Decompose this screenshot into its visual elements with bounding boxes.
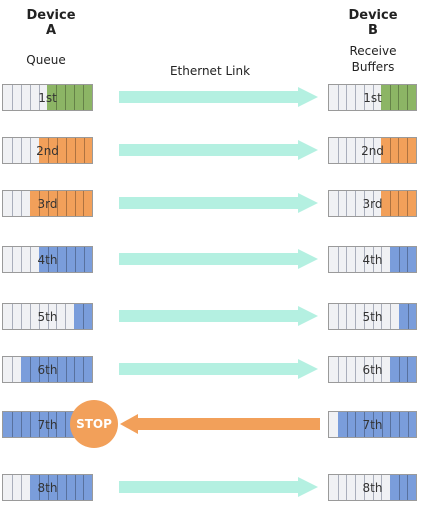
queued-frames	[39, 247, 92, 272]
buffered-frames	[381, 138, 416, 163]
device-b-buffer: 5th	[328, 303, 417, 330]
device-a-queue: 6th	[2, 356, 93, 383]
device-b-buffer: 6th	[328, 356, 417, 383]
device-b-buffer: 3rd	[328, 190, 417, 217]
frame-label: 7th	[362, 417, 383, 432]
frame-label: 4th	[37, 252, 58, 267]
queued-frames	[30, 475, 92, 500]
buffered-frames	[381, 85, 416, 110]
frame-label: 6th	[362, 362, 383, 377]
link-arrow-right	[119, 140, 318, 160]
link-arrow-right	[119, 477, 318, 497]
device-a-queue: 5th	[2, 303, 93, 330]
device-b-buffer: 2nd	[328, 137, 417, 164]
link-arrow-right	[119, 249, 318, 269]
device-a-queue: 3rd	[2, 190, 93, 217]
frame-label: 7th	[37, 417, 58, 432]
queued-frames	[30, 191, 92, 216]
device-b-title-line1: Device	[348, 8, 398, 23]
device-a-title-line2: A	[45, 23, 57, 38]
buffered-frames	[399, 304, 416, 329]
device-a-queue: 2nd	[2, 137, 93, 164]
device-b-buffer: 7th	[328, 411, 417, 438]
device-a-subtitle: Queue	[26, 53, 66, 67]
buffered-frames	[338, 412, 416, 437]
frame-label: 1st	[38, 90, 57, 105]
ethernet-link-label: Ethernet Link	[169, 64, 251, 78]
device-a-title-line1: Device	[26, 8, 76, 23]
frame-label: 3rd	[362, 196, 383, 211]
device-b-title-line2: B	[368, 23, 378, 38]
queued-frames	[21, 357, 92, 382]
device-b-subtitle-line1: Receive	[349, 44, 397, 58]
queued-frames	[47, 85, 92, 110]
device-a-queue: 4th	[2, 246, 93, 273]
frame-label: 6th	[37, 362, 58, 377]
frame-label: 5th	[37, 309, 58, 324]
frame-label: 5th	[362, 309, 383, 324]
frame-label: 2nd	[361, 143, 384, 158]
device-a-title: Device A	[21, 8, 81, 38]
device-a-queue: 8th	[2, 474, 93, 501]
buffered-frames	[381, 191, 416, 216]
link-arrow-right	[119, 306, 318, 326]
device-a-queue: 1st	[2, 84, 93, 111]
link-arrow-right	[119, 359, 318, 379]
frame-label: 3rd	[37, 196, 58, 211]
stop-sign: STOP	[70, 400, 118, 448]
device-b-buffer: 8th	[328, 474, 417, 501]
queued-frames	[74, 304, 92, 329]
frame-label: 1st	[363, 90, 382, 105]
buffered-frames	[390, 475, 416, 500]
frame-label: 4th	[362, 252, 383, 267]
buffered-frames	[390, 247, 416, 272]
device-b-title: Device B	[343, 8, 403, 38]
frame-label: 8th	[362, 480, 383, 495]
pause-arrow-left	[120, 414, 320, 434]
device-b-buffer: 4th	[328, 246, 417, 273]
device-b-buffer: 1st	[328, 84, 417, 111]
frame-label: 2nd	[36, 143, 59, 158]
buffered-frames	[390, 357, 416, 382]
link-arrow-right	[119, 193, 318, 213]
queued-frames	[39, 138, 92, 163]
link-arrow-right	[119, 87, 318, 107]
device-b-subtitle-line2: Buffers	[351, 60, 395, 74]
frame-label: 8th	[37, 480, 58, 495]
device-b-subtitle: Receive Buffers	[338, 43, 408, 75]
